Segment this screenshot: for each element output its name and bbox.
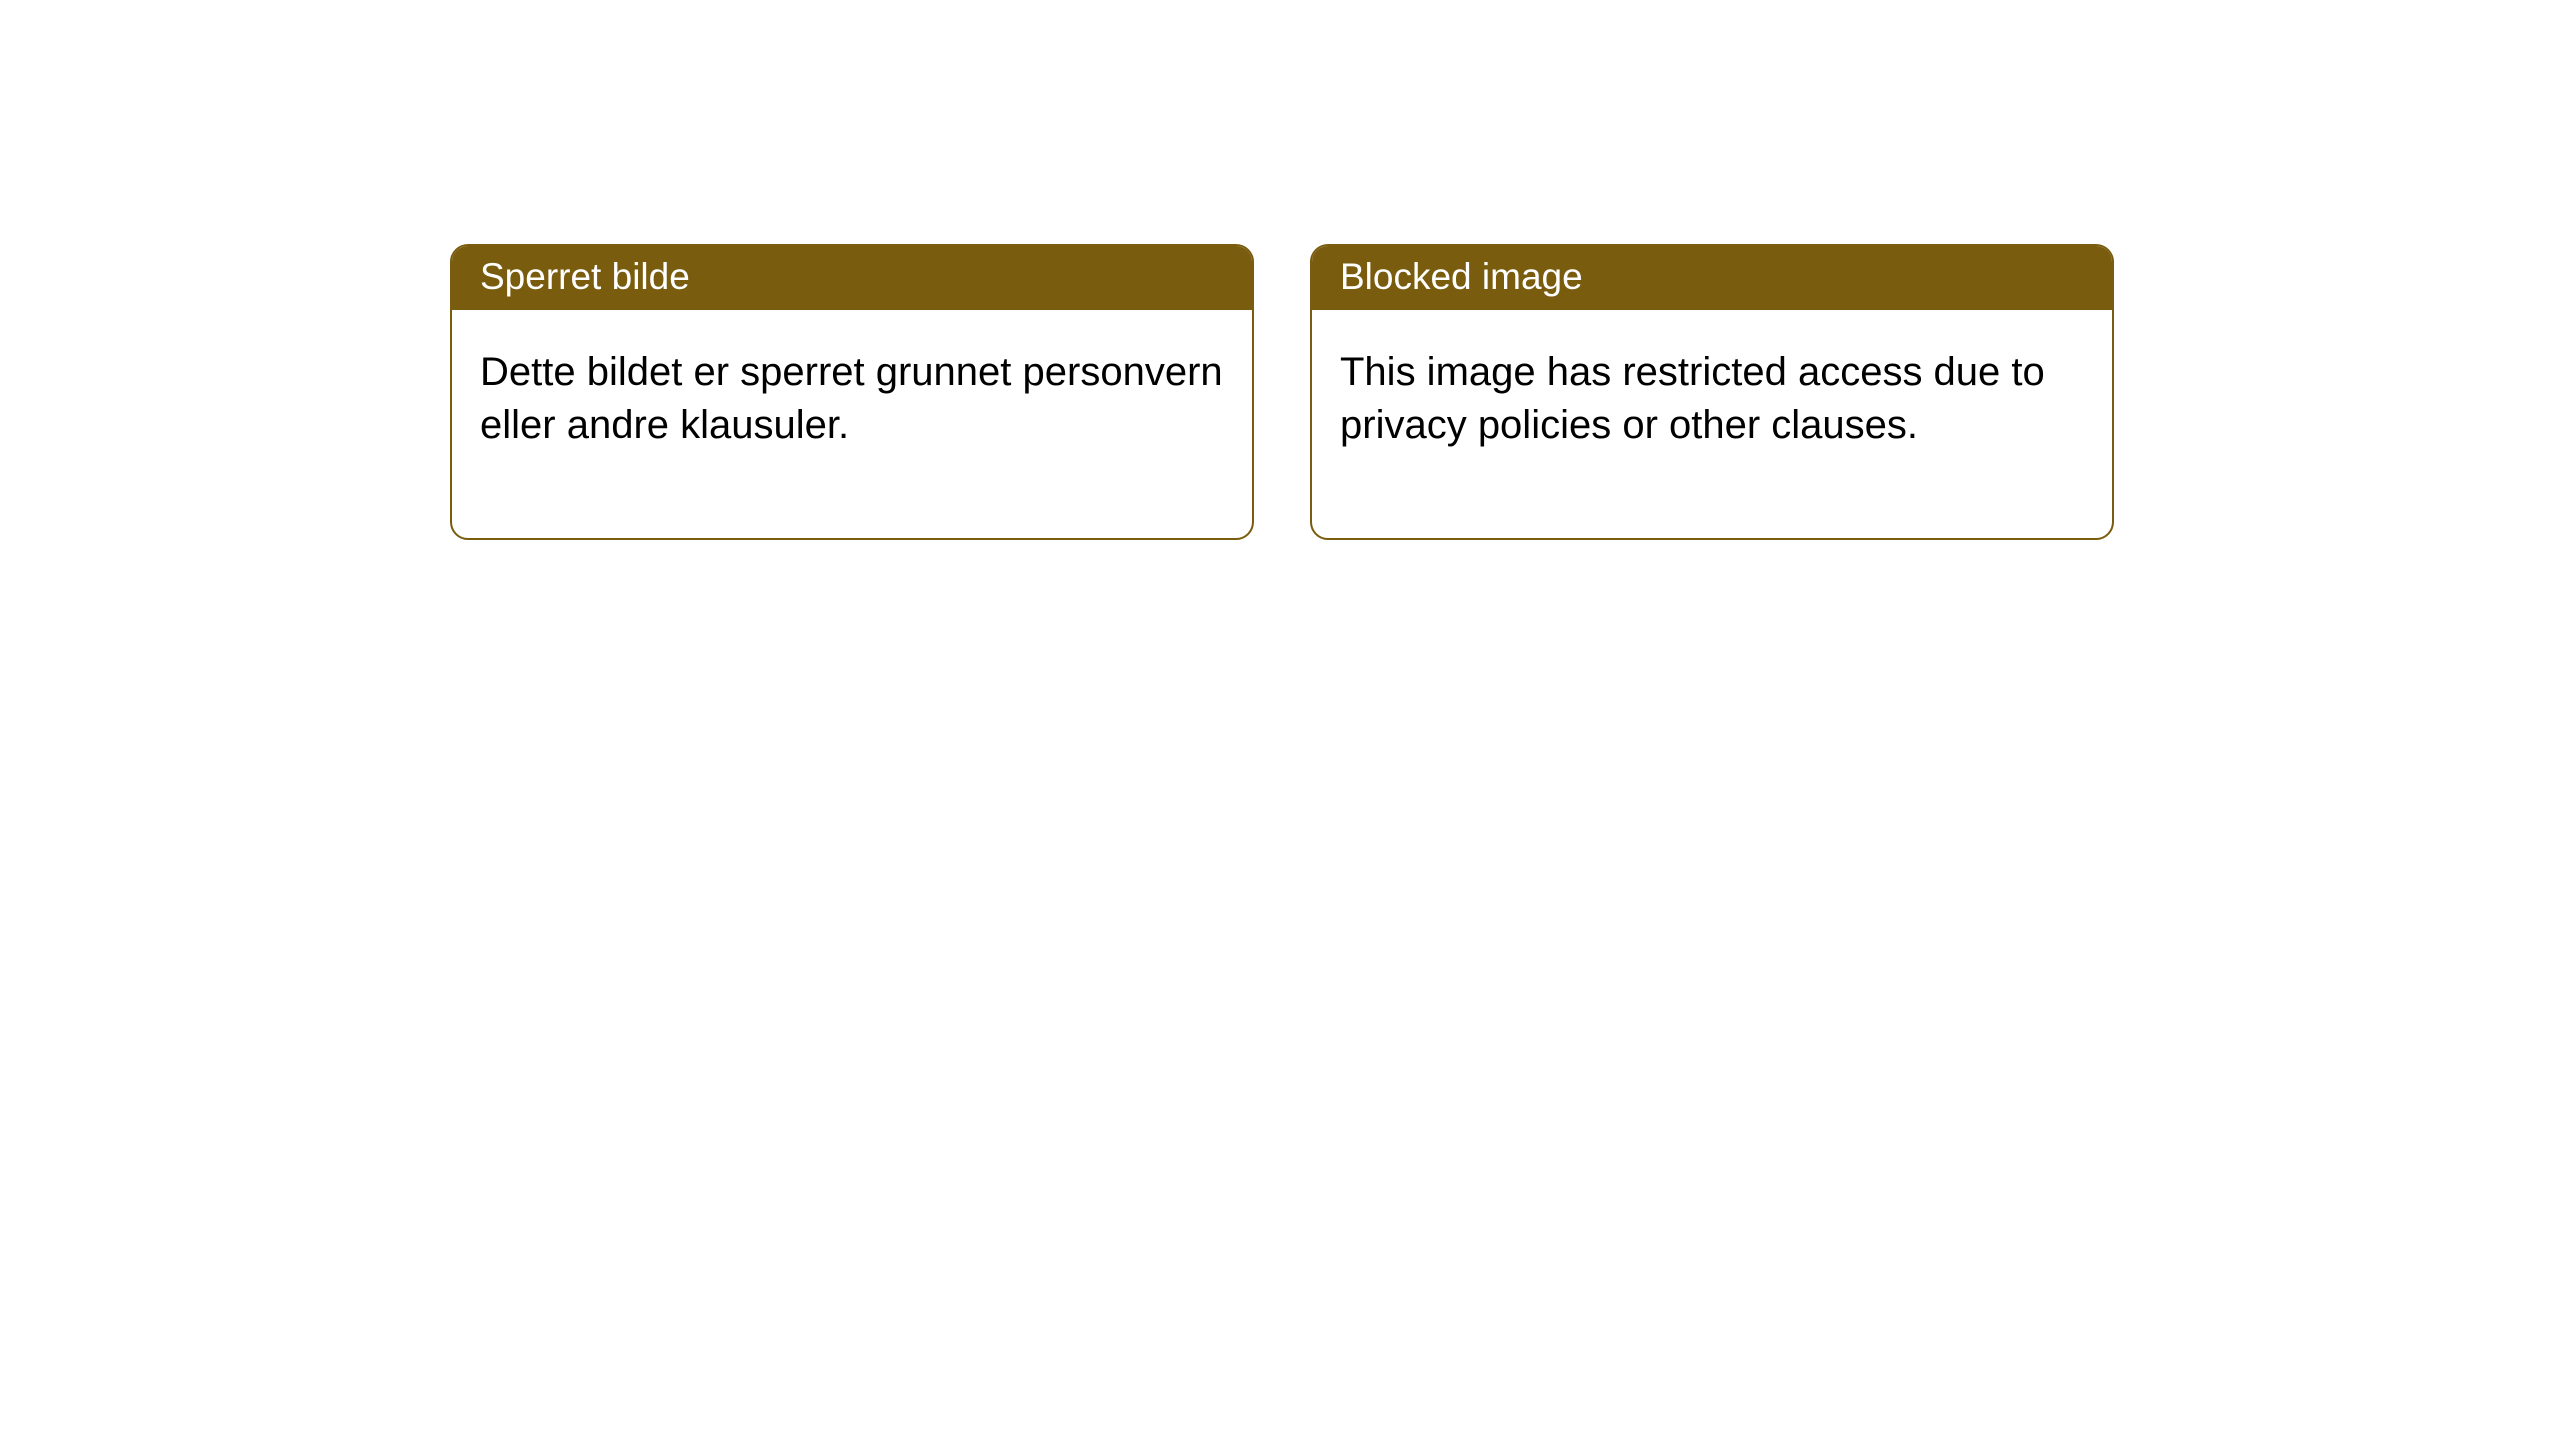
notice-body-norwegian: Dette bildet er sperret grunnet personve…: [452, 310, 1252, 538]
notice-box-norwegian: Sperret bilde Dette bildet er sperret gr…: [450, 244, 1254, 540]
notice-header-english: Blocked image: [1312, 246, 2112, 310]
notice-body-english: This image has restricted access due to …: [1312, 310, 2112, 538]
notice-header-norwegian: Sperret bilde: [452, 246, 1252, 310]
notice-box-english: Blocked image This image has restricted …: [1310, 244, 2114, 540]
notice-container: Sperret bilde Dette bildet er sperret gr…: [0, 0, 2560, 540]
